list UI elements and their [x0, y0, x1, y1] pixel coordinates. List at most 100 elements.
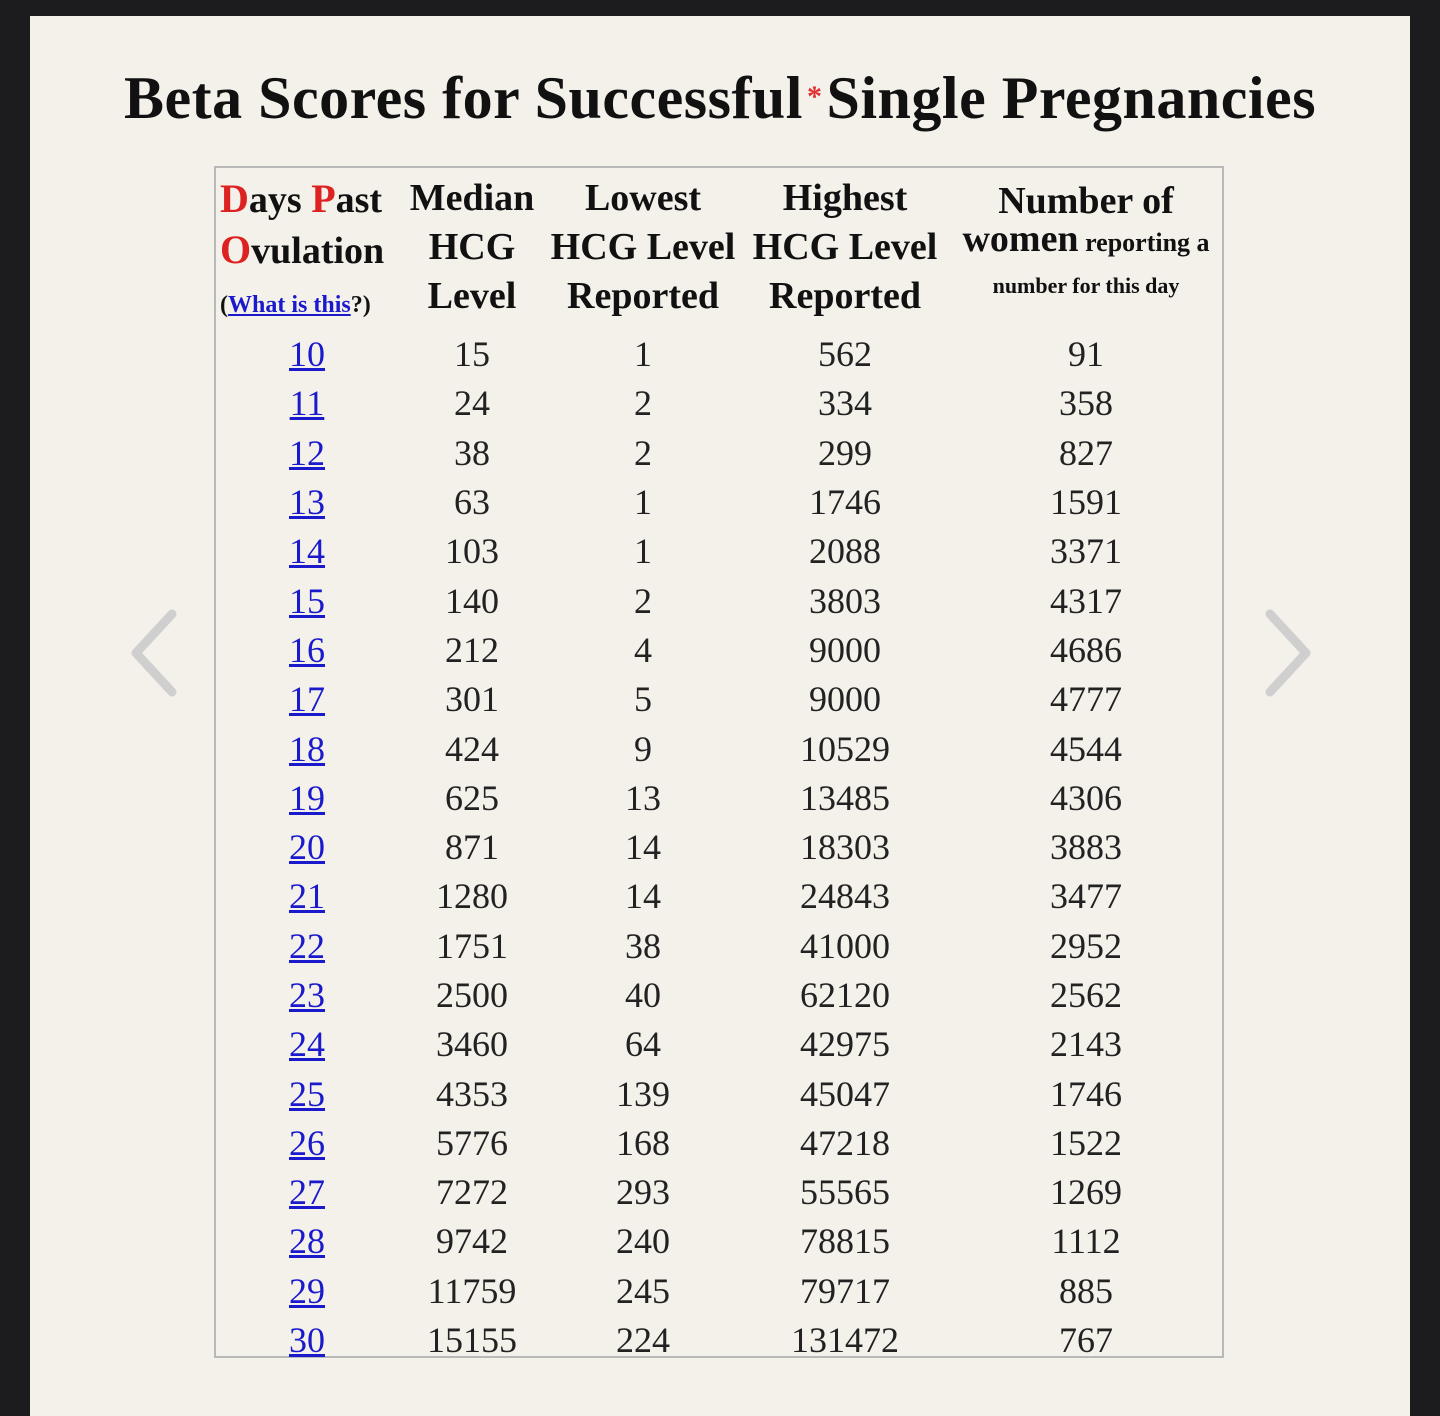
day-link[interactable]: 27 — [289, 1172, 325, 1213]
day-cell: 23 — [216, 971, 398, 1020]
table-row: 20 871 14 18303 3883 — [216, 823, 1222, 872]
day-cell: 29 — [216, 1267, 398, 1316]
day-link[interactable]: 28 — [289, 1221, 325, 1262]
median-hcg-cell: 212 — [445, 629, 499, 670]
median-hcg-cell: 63 — [454, 482, 490, 523]
lowest-hcg-cell: 1 — [634, 334, 652, 375]
table-row: 19 625 13 13485 4306 — [216, 774, 1222, 823]
women-count-cell: 1746 — [1050, 1073, 1122, 1114]
women-count-cell: 2952 — [1050, 925, 1122, 966]
day-cell: 19 — [216, 774, 398, 823]
day-link[interactable]: 29 — [289, 1270, 325, 1311]
day-link[interactable]: 25 — [289, 1073, 325, 1114]
median-hcg-cell: 301 — [445, 679, 499, 720]
median-hcg-cell: 2500 — [436, 975, 508, 1015]
lowest-hcg-cell: 224 — [616, 1320, 670, 1361]
women-count-cell: 1522 — [1050, 1122, 1122, 1163]
day-link[interactable]: 26 — [289, 1122, 325, 1163]
day-link[interactable]: 23 — [289, 975, 325, 1015]
day-link[interactable]: 22 — [289, 925, 325, 966]
women-count-cell: 4306 — [1050, 777, 1122, 818]
lowest-hcg-cell: 14 — [625, 876, 661, 917]
what-is-this-link[interactable]: What is this — [228, 292, 351, 318]
median-hcg-cell: 38 — [454, 432, 490, 473]
lightbox-panel: Beta Scores for Successful *Single Pregna… — [30, 16, 1410, 1416]
day-link[interactable]: 13 — [289, 482, 325, 523]
lowest-hcg-cell: 5 — [634, 679, 652, 720]
header-number-of-women: Number of women reporting a number for thi… — [962, 180, 1210, 298]
day-link[interactable]: 19 — [289, 777, 325, 818]
highest-hcg-cell: 78815 — [800, 1221, 890, 1262]
day-cell: 13 — [216, 478, 398, 527]
table-row: 24 3460 64 42975 2143 — [216, 1020, 1222, 1069]
lowest-hcg-cell: 1 — [634, 531, 652, 572]
day-link[interactable]: 12 — [289, 432, 325, 473]
day-link[interactable]: 10 — [289, 334, 325, 375]
median-hcg-cell: 7272 — [436, 1172, 508, 1213]
day-link[interactable]: 24 — [289, 1024, 325, 1065]
highest-hcg-cell: 3803 — [809, 580, 881, 621]
highest-hcg-cell: 562 — [818, 334, 872, 375]
day-cell: 25 — [216, 1069, 398, 1118]
lowest-hcg-cell: 13 — [625, 777, 661, 818]
women-count-cell: 4544 — [1050, 728, 1122, 769]
day-link[interactable]: 16 — [289, 629, 325, 670]
day-link[interactable]: 20 — [289, 827, 325, 868]
median-hcg-cell: 4353 — [436, 1073, 508, 1114]
median-hcg-cell: 11759 — [427, 1270, 517, 1311]
day-link[interactable]: 18 — [289, 728, 325, 769]
median-hcg-cell: 140 — [445, 580, 499, 621]
table-row: 18 424 9 10529 4544 — [216, 724, 1222, 773]
chevron-right-icon[interactable] — [1256, 608, 1316, 698]
day-cell: 16 — [216, 626, 398, 675]
highest-hcg-cell: 9000 — [809, 679, 881, 720]
header-median-hcg: Median HCG Level — [409, 177, 535, 317]
women-count-cell: 4777 — [1050, 679, 1122, 720]
day-cell: 10 — [216, 330, 398, 379]
median-hcg-cell: 3460 — [436, 1024, 508, 1065]
table-body: 10 15 1 562 91 11 24 2 334 358 12 38 2 299 827 13 63 1 174… — [216, 330, 1222, 1365]
day-link[interactable]: 30 — [289, 1320, 325, 1361]
day-link[interactable]: 15 — [289, 580, 325, 621]
highest-hcg-cell: 47218 — [800, 1122, 890, 1163]
lowest-hcg-cell: 240 — [616, 1221, 670, 1262]
day-link[interactable]: 14 — [289, 531, 325, 572]
lowest-hcg-cell: 64 — [625, 1024, 661, 1065]
table-row: 28 9742 240 78815 1112 — [216, 1217, 1222, 1266]
hcg-table-container: Days Past Ovulation (What is this?) Medi… — [214, 166, 1224, 1360]
highest-hcg-cell: 13485 — [800, 777, 890, 818]
women-count-cell: 1112 — [1051, 1221, 1121, 1262]
day-cell: 30 — [216, 1316, 398, 1365]
day-cell: 14 — [216, 527, 398, 576]
lowest-hcg-cell: 1 — [634, 482, 652, 523]
highest-hcg-cell: 9000 — [809, 629, 881, 670]
highest-hcg-cell: 299 — [818, 432, 872, 473]
day-cell: 20 — [216, 823, 398, 872]
chevron-left-icon[interactable] — [126, 608, 186, 698]
women-count-cell: 2562 — [1050, 975, 1122, 1015]
lowest-hcg-cell: 139 — [616, 1073, 670, 1114]
table-row: 14 103 1 2088 3371 — [216, 527, 1222, 576]
day-cell: 27 — [216, 1168, 398, 1217]
highest-hcg-cell: 55565 — [800, 1172, 890, 1213]
day-link[interactable]: 21 — [289, 876, 325, 917]
women-count-cell: 91 — [1068, 334, 1104, 375]
day-link[interactable]: 11 — [289, 383, 325, 424]
day-link[interactable]: 17 — [289, 679, 325, 720]
median-hcg-cell: 5776 — [436, 1122, 508, 1163]
table-row: 21 1280 14 24843 3477 — [216, 872, 1222, 921]
table-row: 30 15155 224 131472 767 — [216, 1316, 1222, 1365]
highest-hcg-cell: 79717 — [800, 1270, 890, 1311]
median-hcg-cell: 871 — [445, 827, 499, 868]
table-row: 23 2500 40 62120 2562 — [216, 971, 1222, 1020]
title-text-2: Single Pregnancies — [826, 65, 1317, 131]
median-hcg-cell: 1280 — [436, 876, 508, 917]
median-hcg-cell: 15155 — [427, 1320, 517, 1361]
table-row: 27 7272 293 55565 1269 — [216, 1168, 1222, 1217]
day-cell: 24 — [216, 1020, 398, 1069]
title-asterisk: * — [806, 80, 823, 113]
lowest-hcg-cell: 2 — [634, 580, 652, 621]
day-cell: 17 — [216, 675, 398, 724]
lowest-hcg-cell: 14 — [625, 827, 661, 868]
lowest-hcg-cell: 9 — [634, 728, 652, 769]
